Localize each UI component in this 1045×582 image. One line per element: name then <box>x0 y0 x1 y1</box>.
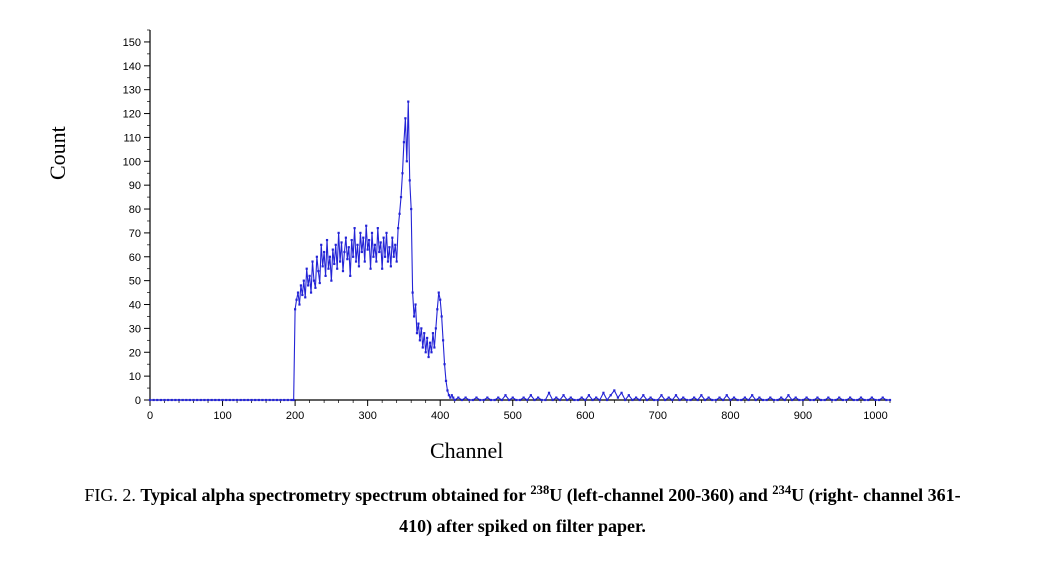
svg-text:70: 70 <box>129 228 141 240</box>
svg-text:10: 10 <box>129 371 141 383</box>
y-axis-label: Count <box>45 126 71 180</box>
svg-text:150: 150 <box>123 37 141 49</box>
svg-text:600: 600 <box>576 410 594 422</box>
svg-text:800: 800 <box>721 410 739 422</box>
svg-text:140: 140 <box>123 61 141 73</box>
svg-text:30: 30 <box>129 323 141 335</box>
svg-text:0: 0 <box>135 395 141 407</box>
svg-text:20: 20 <box>129 347 141 359</box>
figure-caption: FIG. 2. Typical alpha spectrometry spect… <box>0 480 1045 541</box>
caption-sup-1: 238 <box>530 483 549 497</box>
svg-text:130: 130 <box>123 85 141 97</box>
svg-text:110: 110 <box>123 132 141 144</box>
caption-sup-2: 234 <box>772 483 791 497</box>
caption-fig-prefix: FIG. 2. <box>84 485 140 505</box>
svg-text:40: 40 <box>129 300 141 312</box>
svg-text:0: 0 <box>147 410 153 422</box>
caption-text-b: (left-channel 200-360) and <box>562 485 772 505</box>
spectrum-chart: 0 10 20 30 40 50 60 70 80 90 100 110 120 130 140 150 0 10… <box>100 20 900 440</box>
caption-isotope-1: U <box>549 485 562 505</box>
figure-page: Count 0 10 20 30 40 50 60 70 80 90 100 110 120 130 140… <box>0 0 1045 582</box>
svg-text:700: 700 <box>649 410 667 422</box>
x-axis-label: Channel <box>430 438 503 464</box>
svg-text:80: 80 <box>129 204 141 216</box>
svg-text:100: 100 <box>213 410 231 422</box>
svg-text:400: 400 <box>431 410 449 422</box>
svg-text:200: 200 <box>286 410 304 422</box>
svg-text:90: 90 <box>129 180 141 192</box>
svg-text:500: 500 <box>504 410 522 422</box>
caption-line2: 410) after spiked on filter paper. <box>399 516 646 536</box>
caption-text-c: (right- channel 361- <box>804 485 961 505</box>
chart-container: 0 10 20 30 40 50 60 70 80 90 100 110 120 130 140 150 0 10… <box>100 20 900 440</box>
svg-text:100: 100 <box>123 156 141 168</box>
svg-text:50: 50 <box>129 276 141 288</box>
svg-text:300: 300 <box>358 410 376 422</box>
svg-text:60: 60 <box>129 252 141 264</box>
svg-text:1000: 1000 <box>863 410 887 422</box>
svg-text:900: 900 <box>794 410 812 422</box>
caption-text-a: Typical alpha spectrometry spectrum obta… <box>140 485 530 505</box>
svg-text:120: 120 <box>123 109 141 121</box>
caption-isotope-2: U <box>791 485 804 505</box>
